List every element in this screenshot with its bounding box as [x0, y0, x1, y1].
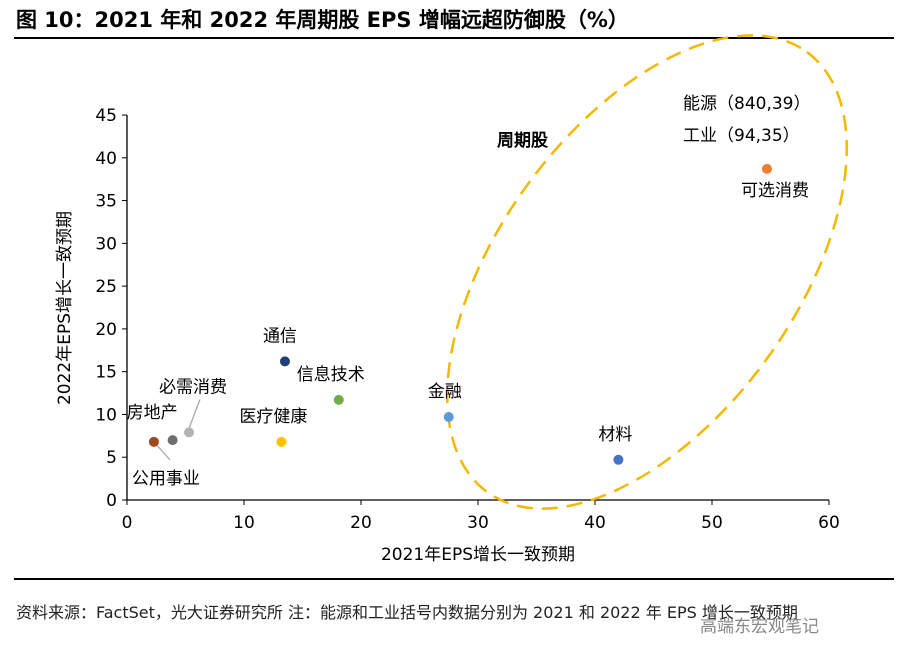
top-rule — [14, 37, 894, 39]
annotation-industrials: 工业（94,35） — [683, 126, 800, 146]
point-label: 信息技术 — [297, 365, 365, 385]
x-tick-label: 10 — [233, 513, 255, 533]
data-point — [279, 356, 290, 367]
data-point — [613, 454, 624, 465]
y-tick-label: 5 — [106, 448, 117, 468]
annotation-energy: 能源（840,39） — [683, 94, 810, 114]
watermark: 高端东宏观笔记 — [700, 617, 819, 637]
point-label: 必需消费 — [159, 377, 227, 397]
x-axis-label: 2021年EPS增长一致预期 — [381, 545, 575, 565]
point-label: 公用事业 — [132, 469, 200, 489]
y-tick-label: 15 — [95, 363, 117, 383]
point-label: 通信 — [263, 326, 297, 346]
y-tick-label: 0 — [106, 491, 117, 511]
y-tick-label: 30 — [95, 234, 117, 254]
y-tick-label: 40 — [95, 149, 117, 169]
scatter-chart: 0 5 10 15 20 25 30 35 40 45 0 10 20 30 40 50 60 2021年EPS增… — [55, 34, 848, 565]
data-point — [148, 436, 159, 447]
data-point — [167, 435, 178, 446]
data-point — [184, 427, 195, 438]
point-label: 材料 — [598, 425, 632, 445]
y-tick-label: 25 — [95, 277, 117, 297]
point-label: 房地产 — [127, 403, 178, 423]
y-tick-label: 45 — [95, 106, 117, 126]
y-tick-label: 10 — [95, 405, 117, 425]
data-point — [333, 394, 344, 405]
chart-title: 图 10：2021 年和 2022 年周期股 EPS 增幅远超防御股（%） — [16, 8, 629, 32]
data-point — [443, 412, 454, 423]
x-tick-label: 30 — [467, 513, 489, 533]
bottom-rule — [14, 578, 894, 580]
x-tick-label: 40 — [584, 513, 606, 533]
leader-line — [188, 399, 201, 429]
x-tick-label: 50 — [701, 513, 723, 533]
cyclical-group-outline — [446, 34, 848, 510]
y-axis-label: 2022年EPS增长一致预期 — [55, 211, 75, 405]
source-note: 资料来源：FactSet，光大证券研究所 注：能源和工业括号内数据分别为 202… — [16, 603, 798, 622]
point-label: 金融 — [428, 382, 462, 402]
point-label: 医疗健康 — [239, 407, 307, 427]
x-tick-label: 0 — [122, 513, 133, 533]
y-tick-label: 20 — [95, 320, 117, 340]
x-tick-label: 20 — [350, 513, 372, 533]
data-point — [761, 163, 772, 174]
point-label: 可选消费 — [741, 181, 809, 201]
data-point — [276, 436, 287, 447]
annotation-cyclical: 周期股 — [497, 131, 548, 151]
y-tick-label: 35 — [95, 192, 117, 212]
x-tick-label: 60 — [818, 513, 840, 533]
